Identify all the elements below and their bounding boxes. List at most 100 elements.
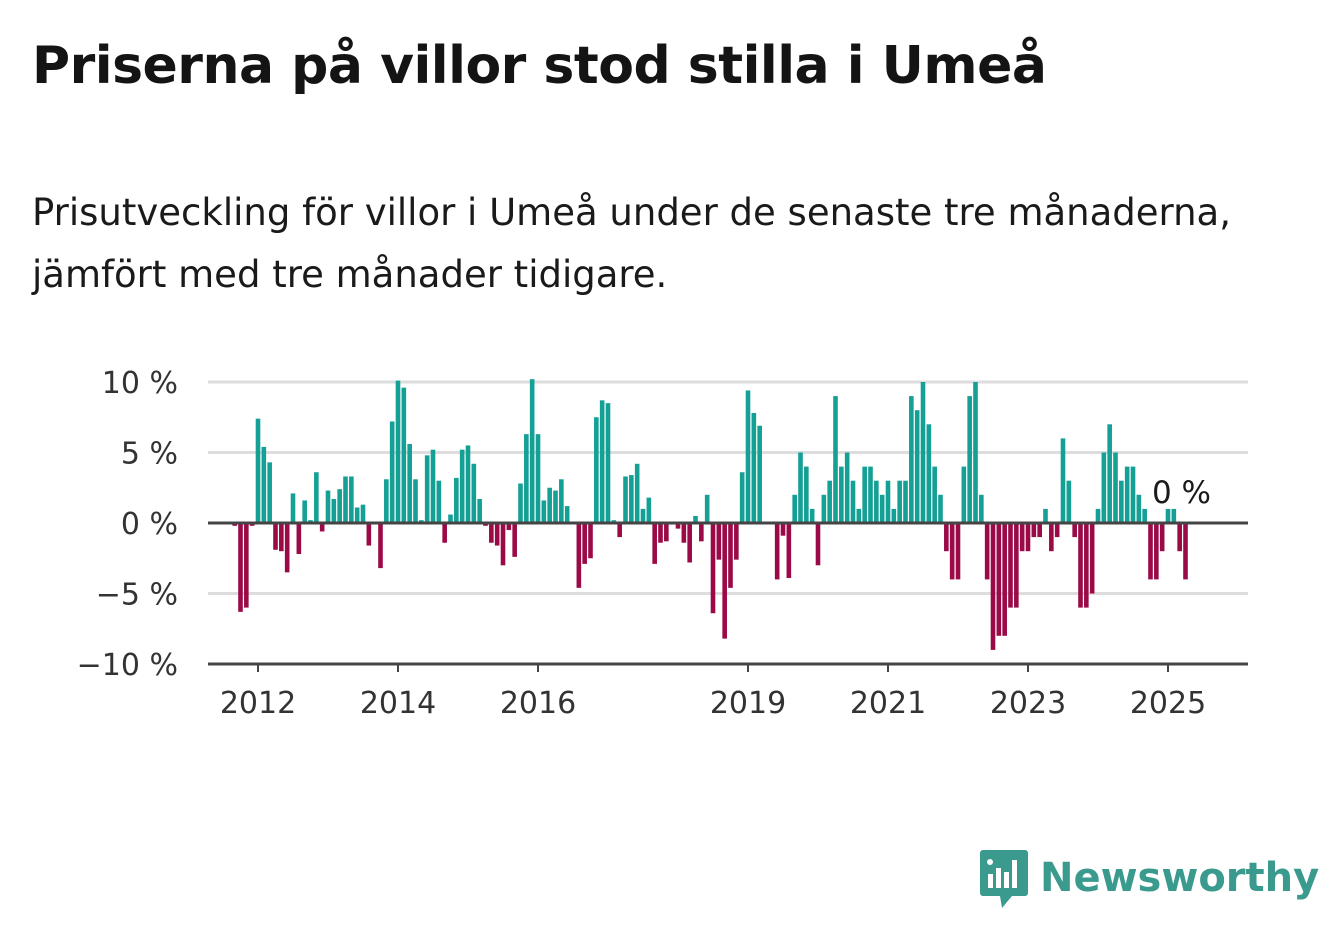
bar: [681, 523, 687, 543]
bar: [389, 421, 395, 523]
bar: [1113, 452, 1118, 523]
bar: [949, 523, 955, 580]
bar: [529, 379, 535, 523]
bar: [646, 497, 652, 523]
bar: [1037, 523, 1042, 538]
bar: [284, 523, 290, 573]
bar: [1019, 523, 1025, 552]
bar: [331, 499, 337, 523]
bar: [920, 382, 926, 523]
chart-subtitle: Prisutveckling för villor i Umeå under d…: [32, 191, 1231, 296]
bar: [798, 452, 803, 523]
bar: [856, 508, 862, 523]
bar: [699, 523, 704, 542]
bar: [745, 390, 751, 523]
bar: [1148, 523, 1153, 580]
bar: [477, 499, 482, 523]
bar: [967, 396, 972, 523]
bar: [564, 506, 570, 523]
bar: [722, 523, 727, 639]
bar: [360, 504, 366, 523]
bar: [1171, 508, 1177, 523]
bar: [273, 523, 278, 550]
bar: [640, 508, 646, 523]
bar: [961, 466, 967, 523]
bar: [634, 463, 640, 523]
y-tick-label: 0 %: [121, 507, 178, 542]
bar: [1124, 466, 1130, 523]
bar: [909, 396, 914, 523]
bar: [349, 476, 354, 523]
bar: [827, 480, 832, 523]
bar: [535, 434, 541, 523]
bar: [728, 523, 733, 588]
bar: [512, 523, 517, 557]
bar: [413, 479, 418, 523]
x-tick-label: 2021: [850, 686, 926, 721]
bar: [693, 515, 698, 523]
bar: [1154, 523, 1159, 580]
bar: [407, 444, 412, 523]
bar: [465, 445, 471, 523]
latest-value-annotation: 0 %: [1152, 475, 1211, 511]
bar: [897, 480, 902, 523]
bar: [792, 494, 797, 523]
bar: [518, 483, 523, 523]
bar: [459, 449, 465, 523]
bar: [424, 455, 430, 523]
chart-title: Priserna på villor stod stilla i Umeå: [32, 36, 1047, 96]
bar: [1054, 523, 1060, 538]
bar: [588, 523, 593, 559]
bar: [1159, 523, 1165, 552]
bar: [395, 380, 401, 523]
bar: [279, 523, 284, 552]
bar: [850, 480, 856, 523]
bar: [1119, 480, 1124, 523]
bar: [594, 417, 599, 523]
bar: [238, 523, 243, 612]
bar: [675, 523, 681, 529]
bar: [1078, 523, 1083, 608]
bar: [1107, 424, 1112, 523]
bar: [914, 410, 920, 523]
bar: [1142, 508, 1147, 523]
bar: [955, 523, 961, 580]
bar: [1072, 523, 1077, 538]
bar: [1183, 523, 1188, 580]
bar: [1008, 523, 1013, 608]
bar: [255, 418, 261, 523]
newsworthy-logo-icon: [980, 850, 1028, 908]
bar: [337, 489, 342, 523]
bar: [891, 508, 897, 523]
bar: [290, 493, 296, 523]
bar: [1130, 466, 1136, 523]
newsworthy-logo: Newsworthy: [980, 848, 1319, 908]
bar: [261, 446, 267, 523]
bar: [874, 480, 879, 523]
bar: [664, 523, 669, 542]
bar: [739, 472, 745, 523]
bar: [1136, 494, 1142, 523]
bar: [804, 466, 809, 523]
bar-chart: 10 % 5 % 0 % −5 % −10 % 2012 2014 2016 2019 2021 2…: [77, 366, 1248, 721]
bar: [494, 523, 500, 546]
bar: [623, 476, 628, 523]
bar: [973, 382, 978, 523]
bar: [524, 434, 529, 523]
bar: [1095, 508, 1101, 523]
bar: [1089, 523, 1095, 594]
bar: [442, 523, 447, 543]
brand-name: Newsworthy: [1040, 855, 1320, 901]
bar: [617, 523, 622, 538]
bar: [885, 480, 891, 523]
bar: [384, 479, 389, 523]
bar: [1060, 438, 1066, 523]
bar: [541, 500, 547, 523]
bar: [296, 523, 302, 555]
bar: [354, 507, 360, 523]
bar: [430, 449, 436, 523]
bar: [926, 424, 932, 523]
x-tick-label: 2014: [360, 686, 436, 721]
bar: [704, 494, 710, 523]
bar: [710, 523, 716, 614]
